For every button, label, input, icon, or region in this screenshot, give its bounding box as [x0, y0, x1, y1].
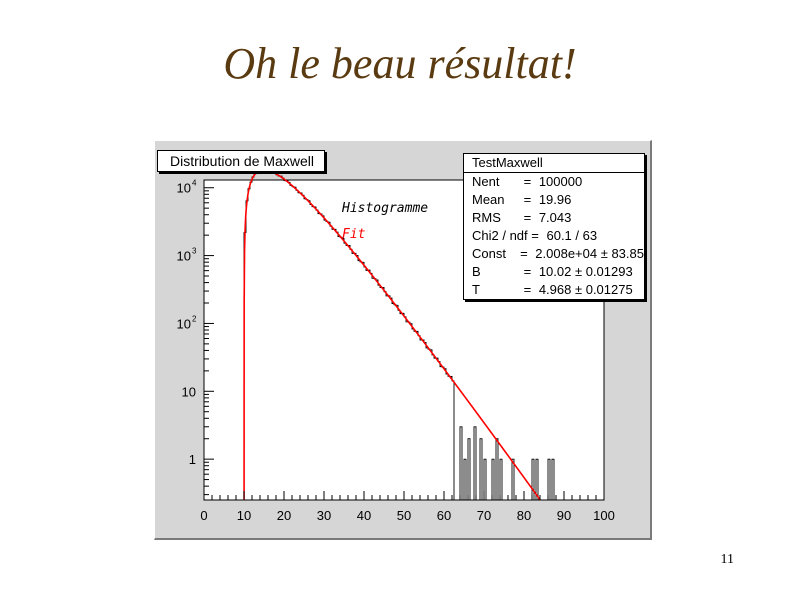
- stats-label: Nent: [472, 174, 500, 189]
- slide-title: Oh le beau résultat!: [223, 39, 577, 88]
- stats-value: 19.96: [538, 192, 572, 207]
- stats-row: Chi2 / ndf = 60.1 / 63: [464, 227, 644, 245]
- stats-box: TestMaxwell Nent = 100000 Mean = 19.96 RMS…: [463, 153, 645, 300]
- stats-label: B: [472, 264, 481, 279]
- y-tick-label: 10: [182, 384, 196, 399]
- stats-label: Const: [472, 246, 506, 261]
- y-tick-label: 10: [177, 249, 191, 264]
- y-tick-label: 10: [177, 181, 191, 196]
- stats-separator: =: [520, 192, 535, 207]
- stats-rows: Nent = 100000 Mean = 19.96 RMS = 7.043 Chi2…: [464, 173, 644, 299]
- x-tick-label: 0: [200, 508, 207, 523]
- stats-value: 4.968 ± 0.01275: [538, 282, 633, 297]
- x-tick-label: 70: [477, 508, 491, 523]
- x-tick-label: 80: [517, 508, 531, 523]
- x-tick-label: 100: [593, 508, 615, 523]
- stats-separator: =: [527, 228, 543, 243]
- stats-row: Nent = 100000: [464, 173, 644, 191]
- x-tick-label: 40: [357, 508, 371, 523]
- stats-label: Mean: [472, 192, 505, 207]
- y-tick-exponent: 3: [192, 247, 197, 256]
- legend-histogramme: Histogramme: [342, 201, 429, 216]
- stats-value: 10.02 ± 0.01293: [538, 264, 633, 279]
- stats-row: RMS = 7.043: [464, 209, 644, 227]
- stats-row: B = 10.02 ± 0.01293: [464, 263, 644, 281]
- y-tick-exponent: 4: [192, 179, 197, 188]
- x-tick-label: 30: [317, 508, 331, 523]
- stats-value: 60.1 / 63: [546, 228, 598, 243]
- x-tick-label: 90: [557, 508, 571, 523]
- y-tick-label: 1: [189, 452, 196, 467]
- stats-row: Mean = 19.96: [464, 191, 644, 209]
- x-axis: 0 10 20 30 40 50 60 70 80 90 100: [200, 491, 615, 523]
- stats-separator: =: [520, 282, 535, 297]
- stats-value: 2.008e+04 ± 83.85: [535, 246, 644, 261]
- stats-separator: =: [520, 264, 535, 279]
- y-tick-exponent: 2: [192, 314, 197, 323]
- stats-row: Const = 2.008e+04 ± 83.85: [464, 245, 644, 263]
- stats-label: RMS: [472, 210, 501, 225]
- x-tick-label: 60: [437, 508, 451, 523]
- page-number: 11: [720, 552, 734, 567]
- stats-value: 100000: [538, 174, 583, 189]
- x-tick-label: 10: [237, 508, 251, 523]
- stats-separator: =: [516, 246, 532, 261]
- stats-separator: =: [520, 174, 535, 189]
- histogram-title: Distribution de Maxwell: [157, 150, 325, 172]
- stats-name: TestMaxwell: [464, 154, 644, 173]
- fit-curve: [243, 169, 541, 501]
- stats-row: T = 4.968 ± 0.01275: [464, 281, 644, 299]
- stats-value: 7.043: [538, 210, 572, 225]
- x-tick-label: 50: [397, 508, 411, 523]
- stats-label: T: [472, 282, 480, 297]
- x-tick-label: 20: [277, 508, 291, 523]
- stats-label: Chi2 / ndf: [472, 228, 528, 243]
- legend-fit: Fit: [342, 227, 366, 242]
- stats-separator: =: [520, 210, 535, 225]
- y-tick-label: 10: [177, 316, 191, 331]
